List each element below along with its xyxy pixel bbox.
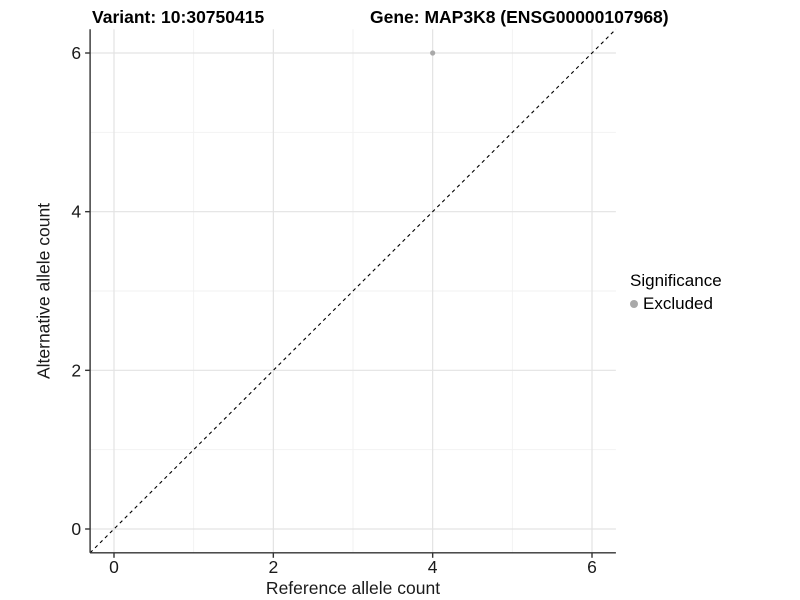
plot-title-variant: Variant: 10:30750415 xyxy=(92,7,265,27)
x-tick-label: 0 xyxy=(109,557,119,577)
x-tick-label: 6 xyxy=(587,557,597,577)
legend-point-icon xyxy=(630,300,638,308)
legend-item-excluded: Excluded xyxy=(630,294,722,314)
legend-title: Significance xyxy=(630,271,722,290)
y-tick-label: 4 xyxy=(71,202,81,222)
y-tick-label: 0 xyxy=(71,519,81,539)
y-tick-label: 6 xyxy=(71,43,81,63)
data-point xyxy=(430,50,436,56)
x-tick-label: 4 xyxy=(428,557,438,577)
x-tick-label: 2 xyxy=(268,557,278,577)
y-tick-label: 2 xyxy=(71,360,81,380)
legend: Significance Excluded xyxy=(630,271,722,314)
x-axis-title: Reference allele count xyxy=(265,578,441,598)
y-axis-title: Alternative allele count xyxy=(33,202,54,380)
plot-title-gene: Gene: MAP3K8 (ENSG00000107968) xyxy=(370,7,669,27)
identity-dashed-line xyxy=(89,28,617,554)
legend-item-label: Excluded xyxy=(643,294,713,313)
